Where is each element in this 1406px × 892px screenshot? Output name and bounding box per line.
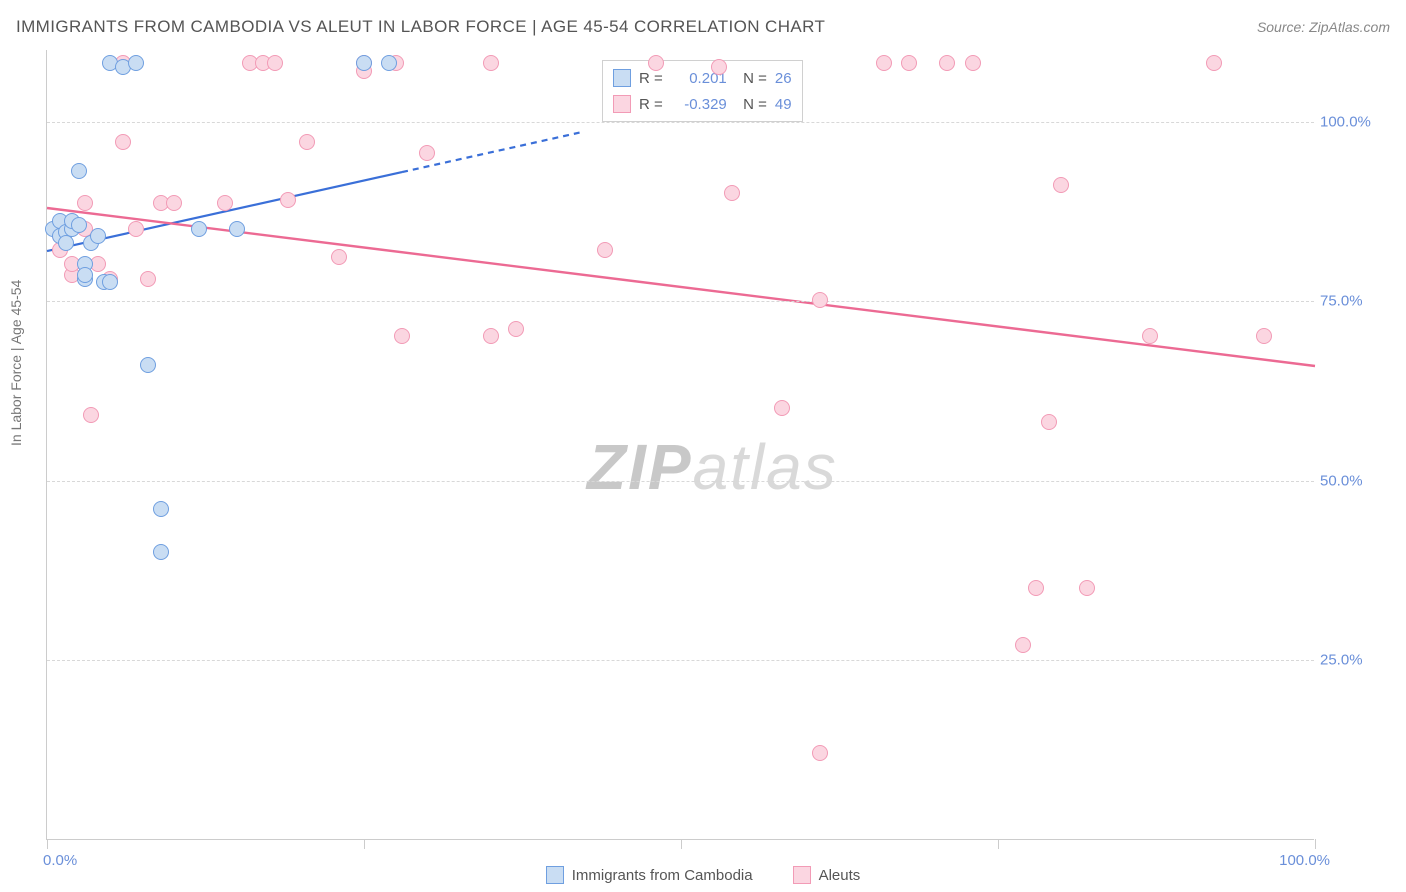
data-point <box>597 242 613 258</box>
r-label: R = <box>639 96 663 113</box>
chart-title: IMMIGRANTS FROM CAMBODIA VS ALEUT IN LAB… <box>16 17 825 37</box>
y-tick-label: 75.0% <box>1320 293 1392 310</box>
data-point <box>812 745 828 761</box>
data-point <box>483 328 499 344</box>
data-point <box>1256 328 1272 344</box>
data-point <box>331 249 347 265</box>
n-label: N = <box>735 96 767 113</box>
source-credit: Source: ZipAtlas.com <box>1257 19 1390 35</box>
data-point <box>965 55 981 71</box>
data-point <box>939 55 955 71</box>
legend-label: Immigrants from Cambodia <box>572 867 753 884</box>
data-point <box>58 235 74 251</box>
legend-swatch <box>613 95 631 113</box>
data-point <box>280 192 296 208</box>
legend-swatch <box>613 69 631 87</box>
data-point <box>356 55 372 71</box>
correlation-row: R =0.201 N =26 <box>613 65 792 91</box>
data-point <box>774 400 790 416</box>
gridline <box>47 660 1314 661</box>
data-point <box>1142 328 1158 344</box>
data-point <box>102 274 118 290</box>
correlation-legend: R =0.201 N =26R =-0.329 N =49 <box>602 60 803 122</box>
data-point <box>483 55 499 71</box>
data-point <box>901 55 917 71</box>
data-point <box>1206 55 1222 71</box>
legend-label: Aleuts <box>819 867 861 884</box>
chart-header: IMMIGRANTS FROM CAMBODIA VS ALEUT IN LAB… <box>0 0 1406 44</box>
gridline <box>47 301 1314 302</box>
data-point <box>77 195 93 211</box>
data-point <box>299 134 315 150</box>
x-tick <box>1315 839 1316 849</box>
legend-item: Aleuts <box>793 866 861 884</box>
legend-swatch <box>793 866 811 884</box>
data-point <box>508 321 524 337</box>
data-point <box>724 185 740 201</box>
data-point <box>71 163 87 179</box>
gridline <box>47 481 1314 482</box>
data-point <box>419 145 435 161</box>
x-tick <box>47 839 48 849</box>
data-point <box>648 55 664 71</box>
legend-item: Immigrants from Cambodia <box>546 866 753 884</box>
data-point <box>77 267 93 283</box>
data-point <box>166 195 182 211</box>
data-point <box>876 55 892 71</box>
data-point <box>394 328 410 344</box>
n-label: N = <box>735 70 767 87</box>
r-label: R = <box>639 70 663 87</box>
r-value: -0.329 <box>671 96 727 113</box>
data-point <box>128 55 144 71</box>
legend-swatch <box>546 866 564 884</box>
series-legend: Immigrants from Cambodia Aleuts <box>0 866 1406 884</box>
data-point <box>381 55 397 71</box>
n-value: 26 <box>775 70 792 87</box>
x-tick <box>681 839 682 849</box>
data-point <box>140 357 156 373</box>
data-point <box>140 271 156 287</box>
data-point <box>1041 414 1057 430</box>
data-point <box>229 221 245 237</box>
trend-lines <box>47 50 1315 840</box>
data-point <box>83 407 99 423</box>
data-point <box>267 55 283 71</box>
data-point <box>71 217 87 233</box>
data-point <box>191 221 207 237</box>
data-point <box>812 292 828 308</box>
correlation-row: R = -0.329 N = 49 <box>613 91 792 117</box>
y-tick-label: 100.0% <box>1320 113 1392 130</box>
x-tick <box>364 839 365 849</box>
gridline <box>47 122 1314 123</box>
data-point <box>128 221 144 237</box>
data-point <box>217 195 233 211</box>
x-tick <box>998 839 999 849</box>
scatter-plot-area: ZIPatlas R =0.201 N =26R =-0.329 N =49 2… <box>46 50 1314 840</box>
data-point <box>1079 580 1095 596</box>
data-point <box>1015 637 1031 653</box>
data-point <box>153 501 169 517</box>
watermark: ZIPatlas <box>587 430 838 504</box>
y-tick-label: 25.0% <box>1320 652 1392 669</box>
data-point <box>711 59 727 75</box>
data-point <box>153 544 169 560</box>
data-point <box>115 134 131 150</box>
data-point <box>1028 580 1044 596</box>
y-tick-label: 50.0% <box>1320 472 1392 489</box>
y-axis-title: In Labor Force | Age 45-54 <box>8 280 24 446</box>
data-point <box>1053 177 1069 193</box>
n-value: 49 <box>775 96 792 113</box>
data-point <box>90 228 106 244</box>
